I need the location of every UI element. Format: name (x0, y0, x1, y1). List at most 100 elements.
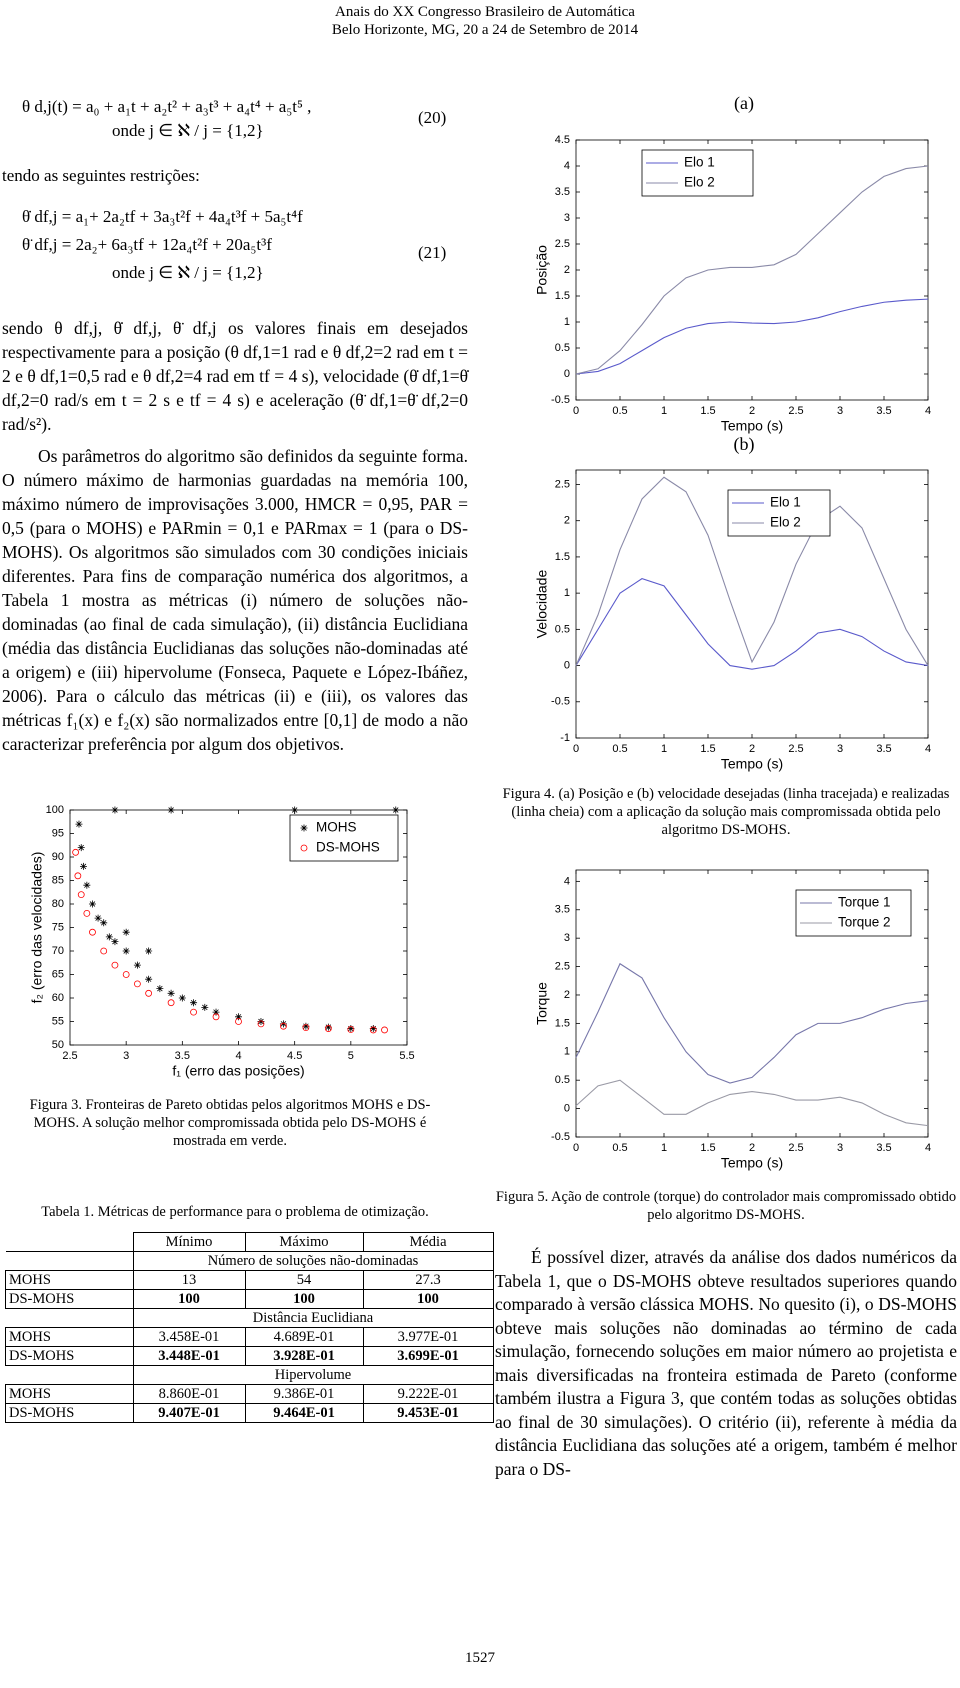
equation: θ d,j(t) = a₀ + a₁t + a₂t² + a₃t³ + a₄t⁴… (22, 97, 312, 116)
y-tick-label: 4 (564, 160, 570, 172)
point (100, 919, 108, 927)
equation: onde j ∈ ℵ / j = {1,2} (112, 263, 264, 282)
point (369, 1025, 377, 1033)
y-tick-label: 0.5 (555, 623, 570, 635)
y-tick-label: 50 (52, 1039, 64, 1051)
legend-label: DS-MOHS (316, 840, 380, 855)
point (100, 947, 108, 955)
table-row: MOHS 13 54 27.3 (5, 1270, 494, 1290)
x-tick-label: 4 (925, 405, 931, 417)
legend-label: Torque 2 (838, 915, 891, 930)
point (111, 806, 119, 814)
point (291, 806, 299, 814)
point (89, 928, 96, 936)
series-line (575, 476, 929, 666)
point (122, 971, 130, 978)
x-tick-label: 2.5 (788, 405, 803, 417)
y-tick-label: 0 (564, 659, 570, 671)
point (111, 938, 119, 946)
y-tick-label: 1 (564, 1046, 570, 1058)
table-row: Distância Euclidiana (5, 1308, 494, 1328)
x-tick-label: 3 (837, 743, 843, 755)
page-number: 1527 (465, 1650, 495, 1666)
y-tick-label: 1.5 (555, 290, 570, 302)
table-row: DS-MOHS 9.407E-01 9.464E-01 9.453E-01 (5, 1403, 494, 1423)
x-axis-label: Tempo (s) (721, 1155, 783, 1171)
table-cell: 100 (362, 1289, 494, 1309)
y-tick-label: 3 (564, 932, 570, 944)
y-tick-label: -0.5 (551, 1131, 570, 1143)
table-cell: 9.222E-01 (362, 1384, 494, 1404)
paragraph: É possível dizer, através da análise dos… (495, 1247, 957, 1479)
x-tick-label: 0.5 (612, 1142, 627, 1154)
row-header: DS-MOHS (5, 1289, 134, 1309)
point (145, 989, 153, 997)
x-tick-label: 3.5 (876, 743, 891, 755)
x-tick-label: 2 (749, 743, 755, 755)
legend-box (289, 814, 399, 862)
point (190, 1008, 197, 1016)
point (133, 980, 141, 988)
y-tick-label: 2 (564, 989, 570, 1001)
x-tick-label: 2 (749, 1142, 755, 1154)
table-cell: 4.689E-01 (244, 1327, 364, 1347)
y-tick-label: 1 (564, 316, 570, 328)
y-tick-label: 60 (52, 992, 64, 1004)
x-axis-label: Tempo (s) (721, 418, 783, 434)
x-tick-label: 0.5 (612, 743, 627, 755)
x-tick-label: 1 (661, 1142, 667, 1154)
table-row: Mínimo Máximo Média (5, 1232, 494, 1252)
point (201, 1003, 209, 1011)
x-tick-label: 1 (661, 743, 667, 755)
table-cell: 3.928E-01 (244, 1346, 364, 1366)
y-tick-label: -1 (560, 732, 570, 744)
point (156, 985, 164, 993)
panel-label: (a) (734, 93, 754, 114)
y-axis-label: Posição (534, 245, 550, 295)
point (122, 947, 130, 955)
point (167, 989, 175, 997)
equation: onde j ∈ ℵ / j = {1,2} (112, 121, 264, 140)
point (111, 961, 119, 969)
legend-label: Elo 1 (684, 155, 715, 170)
point (145, 975, 153, 983)
column-header: Mínimo (132, 1232, 246, 1252)
point (88, 900, 96, 908)
x-tick-label: 0 (573, 405, 579, 417)
x-tick-label: 4 (925, 1142, 931, 1154)
section-title: Distância Euclidiana (132, 1308, 494, 1328)
y-tick-label: 70 (52, 945, 64, 957)
y-tick-label: 4.5 (555, 134, 570, 146)
point (347, 1025, 355, 1033)
point (105, 933, 113, 941)
x-tick-label: 5.5 (399, 1050, 414, 1062)
equation: θ̈ df,j = 2a₂+ 6a₃tf + 12a₄t²f + 20a₅t³f (22, 235, 272, 254)
table-cell: 27.3 (362, 1270, 494, 1290)
point (212, 1013, 220, 1021)
y-tick-label: 95 (52, 827, 64, 839)
point (324, 1023, 332, 1031)
y-tick-label: 100 (46, 804, 64, 816)
figure-caption: Figura 4. (a) Posição e (b) velocidade d… (502, 786, 950, 838)
table-cell: 3.448E-01 (132, 1346, 246, 1366)
panel-label: (b) (734, 434, 755, 455)
y-tick-label: 2.5 (555, 960, 570, 972)
header: Anais do XX Congresso Brasileiro de Auto… (0, 3, 960, 39)
y-tick-label: 80 (52, 898, 64, 910)
x-tick-label: 3.5 (876, 1142, 891, 1154)
table-cell: 100 (244, 1289, 364, 1309)
point (302, 1022, 310, 1030)
row-header: DS-MOHS (5, 1346, 134, 1366)
point (83, 881, 91, 889)
x-tick-label: 4 (235, 1050, 241, 1062)
y-tick-label: 4 (564, 875, 570, 887)
y-tick-label: 1.5 (555, 1017, 570, 1029)
x-tick-label: 1.5 (700, 405, 715, 417)
table-row: Hipervolume (5, 1365, 494, 1385)
x-tick-label: 1 (661, 405, 667, 417)
legend-box (727, 489, 831, 537)
y-tick-label: 1 (564, 587, 570, 599)
x-tick-label: 3 (837, 1142, 843, 1154)
y-tick-label: 2.5 (555, 478, 570, 490)
series-line (575, 165, 929, 375)
